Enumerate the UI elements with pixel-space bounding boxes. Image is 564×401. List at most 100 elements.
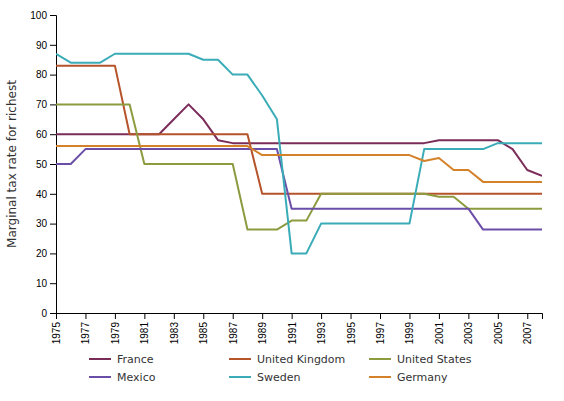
- x-tick-mark: [174, 313, 175, 319]
- x-tick: 2005: [493, 313, 504, 344]
- x-tick-mark: [203, 313, 204, 319]
- y-tick-label: 90: [36, 40, 48, 51]
- x-tick: 1989: [257, 313, 268, 344]
- y-tick-label: 20: [36, 248, 48, 259]
- x-tick-mark: [468, 313, 469, 319]
- legend-item: Sweden: [229, 371, 300, 384]
- x-tick-mark: [498, 313, 499, 319]
- y-axis-title: Marginal tax rate for richest: [5, 80, 19, 248]
- y-tick-label: 10: [36, 278, 48, 289]
- x-tick: 1985: [198, 313, 209, 344]
- legend-swatch: [89, 358, 111, 360]
- x-tick-mark: [115, 313, 116, 319]
- legend-label: United Kingdom: [257, 353, 345, 366]
- legend-swatch: [89, 376, 111, 378]
- y-tick-label: 30: [36, 218, 48, 229]
- x-tick: 1977: [80, 313, 91, 344]
- x-tick: 2003: [463, 313, 474, 344]
- x-tick: 1999: [404, 313, 415, 344]
- x-tick: 1997: [375, 313, 386, 344]
- legend-item: Mexico: [89, 371, 156, 384]
- y-tick: 40: [36, 189, 56, 200]
- x-tick-label: 1977: [80, 322, 91, 345]
- x-tick-label: 1987: [228, 322, 239, 345]
- x-tick-label: 1981: [139, 322, 150, 345]
- x-tick-mark: [292, 313, 293, 319]
- legend-item: United Kingdom: [229, 353, 345, 366]
- y-tick-label: 60: [36, 129, 48, 140]
- x-tick-label: 2005: [493, 322, 504, 345]
- y-tick: 90: [36, 40, 56, 51]
- y-tick-mark: [50, 134, 56, 135]
- y-tick-label: 0: [41, 308, 47, 319]
- y-tick-mark: [50, 104, 56, 105]
- legend-swatch: [229, 358, 251, 360]
- x-tick-label: 2001: [434, 322, 445, 345]
- x-tick-label: 1993: [316, 322, 327, 345]
- x-tick-mark: [233, 313, 234, 319]
- x-tick-label: 2007: [522, 322, 533, 345]
- chart: 1975 1977 1979 1981 1983 1985 1987 1989 1991 1993…: [0, 0, 564, 401]
- y-tick-label: 100: [30, 10, 47, 21]
- series-line: [56, 146, 542, 182]
- y-tick: 80: [36, 69, 56, 80]
- legend-swatch: [369, 358, 391, 360]
- y-tick: 50: [36, 159, 56, 170]
- y-tick-mark: [50, 75, 56, 76]
- legend-swatch: [229, 376, 251, 378]
- legend: FranceUnited KingdomUnited StatesMexicoS…: [89, 353, 472, 384]
- y-tick: 100: [30, 10, 56, 21]
- series-line: [56, 149, 542, 229]
- x-tick-mark: [144, 313, 145, 319]
- y-tick-mark: [50, 45, 56, 46]
- x-tick-label: 1995: [346, 322, 357, 345]
- y-tick: 20: [36, 248, 56, 259]
- y-tick-mark: [50, 224, 56, 225]
- x-tick-label: 1989: [257, 322, 268, 345]
- y-tick-mark: [50, 194, 56, 195]
- x-tick-label: 1979: [110, 322, 121, 345]
- y-tick-label: 40: [36, 189, 48, 200]
- y-tick-label: 70: [36, 99, 48, 110]
- x-tick: 1995: [346, 313, 357, 344]
- x-tick: 1991: [287, 313, 298, 344]
- x-tick: 1987: [228, 313, 239, 344]
- x-tick: 1983: [169, 313, 180, 344]
- lines: [56, 54, 542, 254]
- legend-label: Germany: [397, 371, 448, 384]
- legend-label: Mexico: [117, 371, 156, 384]
- x-axis-line: [57, 314, 543, 320]
- x-tick-label: 1975: [51, 322, 62, 345]
- y-tick: 10: [36, 278, 56, 289]
- plot-area: 1975 1977 1979 1981 1983 1985 1987 1989 1991 1993…: [30, 10, 542, 345]
- x-tick: 2007: [522, 313, 533, 344]
- legend-item: United States: [369, 353, 472, 366]
- x-tick-label: 1991: [287, 322, 298, 345]
- y-tick-label: 80: [36, 69, 48, 80]
- x-tick-label: 1983: [169, 322, 180, 345]
- x-tick-mark: [380, 313, 381, 319]
- x-tick-label: 2003: [463, 322, 474, 345]
- y-tick: 0: [41, 308, 56, 319]
- legend-label: Sweden: [257, 371, 300, 384]
- legend-item: Germany: [369, 371, 448, 384]
- y-tick-mark: [50, 164, 56, 165]
- legend-swatch: [369, 376, 391, 378]
- y-tick-mark: [50, 283, 56, 284]
- x-tick-mark: [409, 313, 410, 319]
- x-tick-mark: [85, 313, 86, 319]
- x-tick: 1993: [316, 313, 327, 344]
- y-tick-mark: [50, 15, 56, 16]
- series-line: [56, 104, 542, 229]
- y-tick-mark: [50, 253, 56, 254]
- x-tick-mark: [262, 313, 263, 319]
- series-line: [56, 104, 542, 176]
- x-tick: 2001: [434, 313, 445, 344]
- y-tick: 60: [36, 129, 56, 140]
- y-tick: 70: [36, 99, 56, 110]
- y-axis: 0 10 20 30 40 50 60 70 80 90 100: [30, 10, 56, 319]
- y-tick: 30: [36, 218, 56, 229]
- y-axis-line: [50, 16, 57, 314]
- x-tick-mark: [321, 313, 322, 319]
- y-tick-mark: [50, 313, 56, 314]
